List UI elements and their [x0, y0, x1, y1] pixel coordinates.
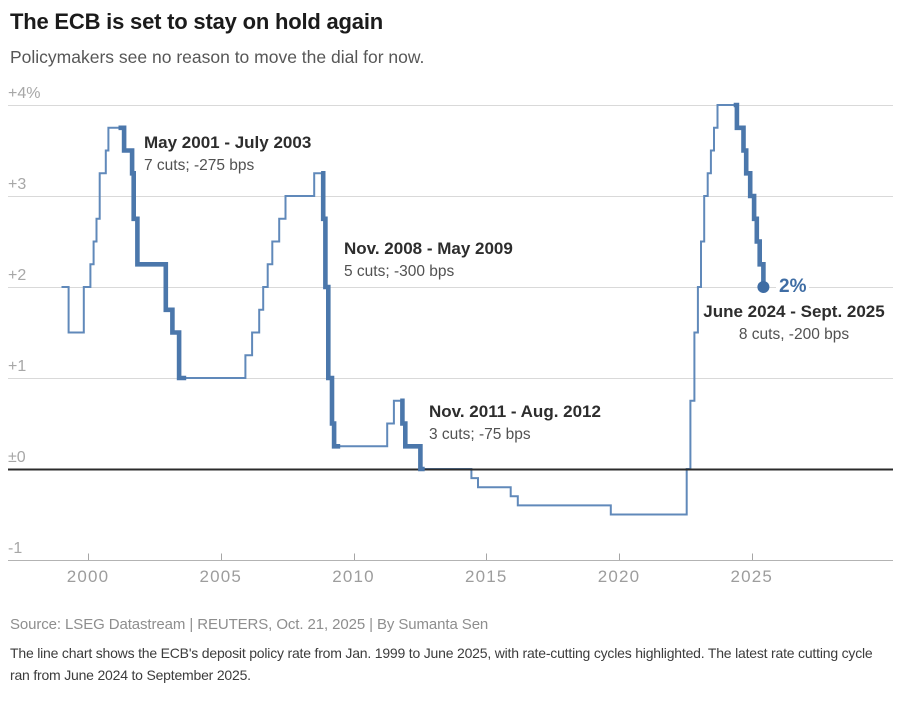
- annotation-cycle-2024: June 2024 - Sept. 2025 8 cuts, -200 bps: [703, 301, 885, 345]
- cutting-cycle-line: [400, 398, 425, 472]
- cutting-cycle-line: [118, 125, 187, 381]
- page-title: The ECB is set to stay on hold again: [10, 9, 383, 34]
- annotation-detail: 5 cuts; -300 bps: [344, 263, 455, 281]
- annotation-title: June 2024 - Sept. 2025: [703, 302, 885, 321]
- x-axis-label: 2005: [199, 567, 243, 586]
- latest-rate-label: 2%: [776, 276, 810, 298]
- cutting-cycle-overlays: [118, 102, 766, 472]
- y-axis-label: +2: [8, 267, 27, 284]
- y-axis-label: +4%: [8, 85, 41, 102]
- y-axis-label: +3: [8, 176, 27, 193]
- x-axis-label: 2000: [66, 567, 110, 586]
- cutting-cycle-line: [733, 102, 766, 287]
- y-axis-label: +1: [8, 358, 27, 375]
- grid-layer: [8, 105, 893, 561]
- annotation-detail: 3 cuts; -75 bps: [429, 426, 531, 444]
- x-axis-label: 2010: [332, 567, 375, 586]
- annotation-title: Nov. 2011 - Aug. 2012: [429, 402, 601, 421]
- x-axis-label: 2020: [597, 567, 641, 586]
- y-axis-label: ±0: [8, 449, 26, 466]
- annotation-cycle-2008: Nov. 2008 - May 2009 5 cuts; -300 bps: [344, 238, 513, 282]
- annotation-cycle-2011: Nov. 2011 - Aug. 2012 3 cuts; -75 bps: [429, 401, 601, 445]
- annotation-title: Nov. 2008 - May 2009: [344, 239, 513, 258]
- y-axis-label: -1: [8, 540, 23, 557]
- page-subtitle: Policymakers see no reason to move the d…: [10, 47, 425, 67]
- annotation-title: May 2001 - July 2003: [144, 133, 312, 152]
- annotation-cycle-2001: May 2001 - July 2003 7 cuts; -275 bps: [144, 132, 311, 176]
- source-line: Source: LSEG Datastream | REUTERS, Oct. …: [10, 616, 489, 633]
- chart-caption: The line chart shows the ECB's deposit p…: [10, 645, 873, 683]
- cutting-cycle-line: [320, 171, 341, 449]
- annotation-detail: 7 cuts; -275 bps: [144, 157, 255, 175]
- annotation-detail: 8 cuts, -200 bps: [738, 326, 850, 344]
- x-axis-label: 2015: [464, 567, 508, 586]
- x-axis-label: 2025: [730, 567, 774, 586]
- latest-rate-dot: [757, 281, 770, 293]
